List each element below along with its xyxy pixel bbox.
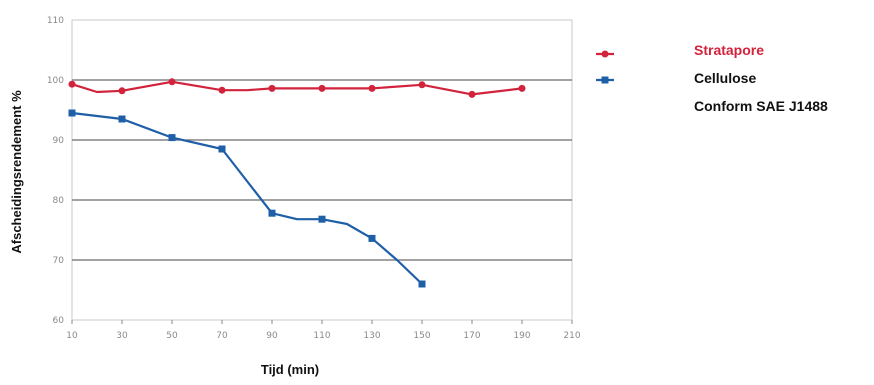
gridlines (72, 79, 572, 261)
x-tick-label: 10 (66, 331, 78, 341)
x-tick-label: 170 (463, 331, 480, 341)
x-tick-label: 30 (116, 331, 128, 341)
x-tick-label: 190 (513, 331, 530, 341)
data-point-stratapore (268, 84, 276, 92)
data-point-stratapore (68, 80, 76, 88)
data-point-stratapore (168, 78, 176, 86)
x-tick-label: 70 (216, 331, 228, 341)
plot-area (71, 19, 573, 321)
x-tick-label: 50 (166, 331, 178, 341)
legend-label-conform: Conform SAE J1488 (694, 98, 828, 114)
y-tick-label: 100 (47, 76, 64, 86)
y-axis-title: Afscheidingsrendement % (9, 90, 24, 254)
data-point-stratapore (318, 84, 326, 92)
data-point-stratapore (218, 86, 226, 94)
legend-marker-stratapore (601, 50, 609, 58)
y-tick-label: 90 (53, 136, 65, 146)
legend: Stratapore Cellulose Conform SAE J1488 (596, 42, 828, 114)
data-point-stratapore (518, 84, 526, 92)
legend-marker-cellulose (601, 76, 609, 84)
x-tick-label: 130 (363, 331, 380, 341)
legend-label-stratapore: Stratapore (694, 42, 764, 58)
series-line-cellulose (70, 111, 424, 286)
data-point-cellulose (68, 109, 76, 117)
data-point-cellulose (168, 134, 176, 142)
x-axis-title: Tijd (min) (261, 362, 319, 377)
y-tick-label: 110 (47, 16, 64, 26)
series-line-stratapore (70, 80, 524, 96)
legend-label-cellulose: Cellulose (694, 70, 756, 86)
x-tick-label: 210 (563, 331, 580, 341)
y-tick-label: 80 (53, 196, 65, 206)
data-point-stratapore (418, 81, 426, 89)
data-point-stratapore (468, 90, 476, 98)
data-point-cellulose (318, 215, 326, 223)
data-point-cellulose (118, 115, 126, 123)
x-tick-labels: 10 30 50 70 90 110 130 150 170 190 210 (66, 320, 581, 341)
x-tick-label: 150 (413, 331, 430, 341)
x-tick-label: 110 (313, 331, 330, 341)
data-point-stratapore (118, 87, 126, 95)
y-tick-labels: 60 70 80 90 100 110 (47, 16, 64, 326)
data-point-cellulose (268, 209, 276, 217)
data-point-cellulose (368, 234, 376, 242)
series-layer (68, 78, 526, 288)
x-tick-label: 90 (266, 331, 278, 341)
y-tick-label: 70 (53, 256, 65, 266)
data-point-stratapore (368, 84, 376, 92)
y-tick-label: 60 (53, 316, 65, 326)
data-point-cellulose (218, 145, 226, 153)
data-point-cellulose (418, 280, 426, 288)
